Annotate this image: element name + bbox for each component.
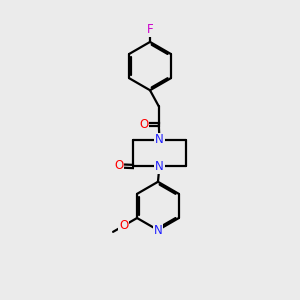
Text: F: F [147,23,153,36]
Text: O: O [139,118,148,131]
Text: O: O [119,219,128,232]
Text: N: N [155,134,164,146]
Text: N: N [154,224,162,237]
Text: O: O [114,159,123,172]
Text: N: N [155,160,164,173]
